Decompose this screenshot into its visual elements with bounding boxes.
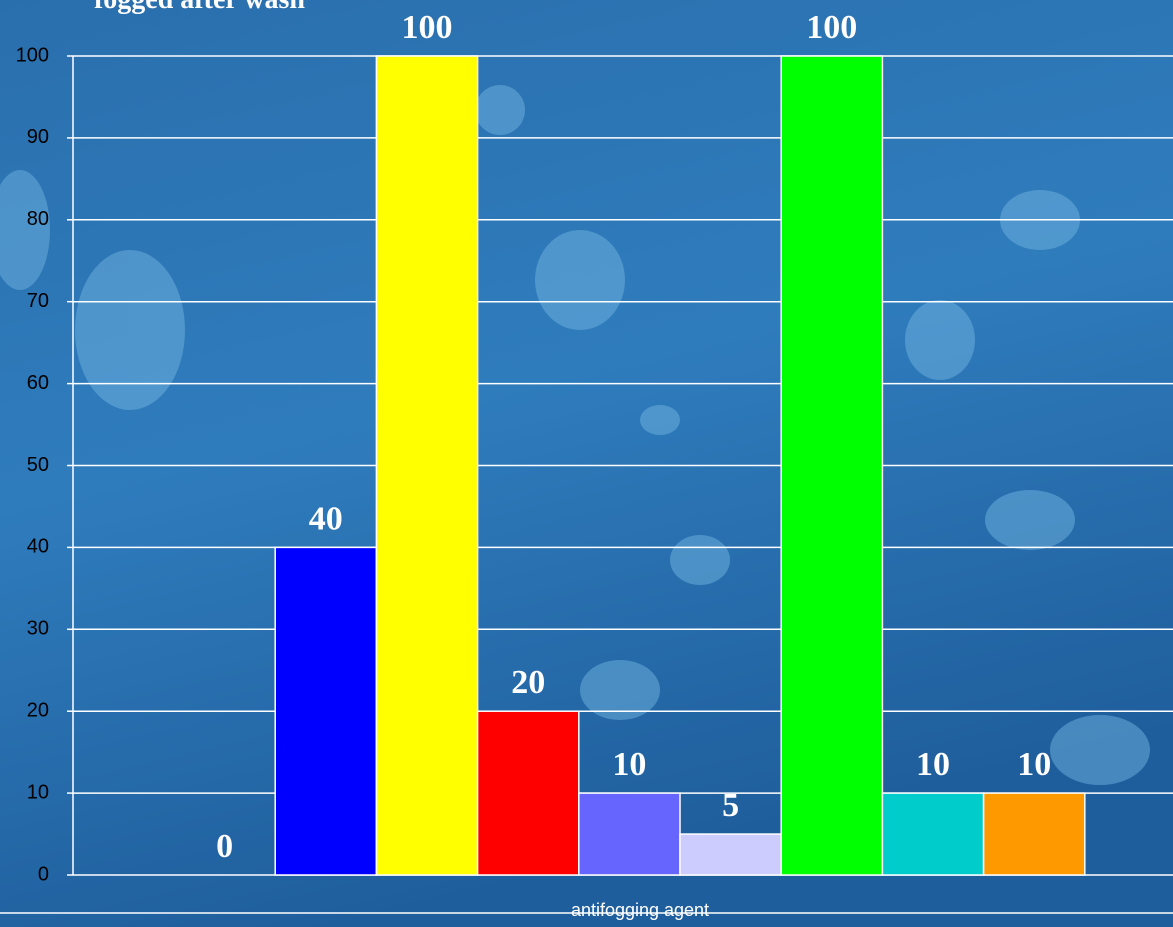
bar: [274, 546, 378, 876]
data-label: 40: [309, 500, 343, 537]
y-tick-label: 30: [27, 618, 49, 640]
bar: [982, 792, 1086, 876]
bar: [375, 55, 479, 876]
data-label: 10: [1017, 746, 1051, 783]
data-label: 5: [722, 787, 739, 824]
x-axis-label: antifogging agent: [571, 900, 709, 920]
y-tick-label: 80: [27, 208, 49, 230]
y-tick-label: 90: [27, 126, 49, 148]
data-label: 10: [612, 746, 646, 783]
data-label: 0: [216, 828, 233, 865]
data-label: 20: [511, 664, 545, 701]
bar: [679, 833, 782, 876]
y-tick-label: 40: [27, 536, 49, 558]
chart-title: fogged after wash: [94, 0, 305, 15]
y-tick-label: 60: [27, 372, 49, 394]
y-tick-label: 20: [27, 699, 49, 721]
y-tick-label: 100: [16, 44, 49, 66]
data-label: 100: [402, 9, 453, 46]
y-tick-label: 10: [27, 781, 49, 803]
y-tick-label: 50: [27, 454, 49, 476]
data-label: 100: [806, 9, 857, 46]
bar: [780, 55, 884, 876]
bar: [881, 792, 985, 876]
y-tick-label: 70: [27, 290, 49, 312]
bar: [476, 710, 580, 876]
droplets: [0, 85, 1150, 785]
y-tick-label: 0: [38, 863, 49, 885]
data-label: 10: [916, 746, 950, 783]
bar: [578, 792, 681, 876]
